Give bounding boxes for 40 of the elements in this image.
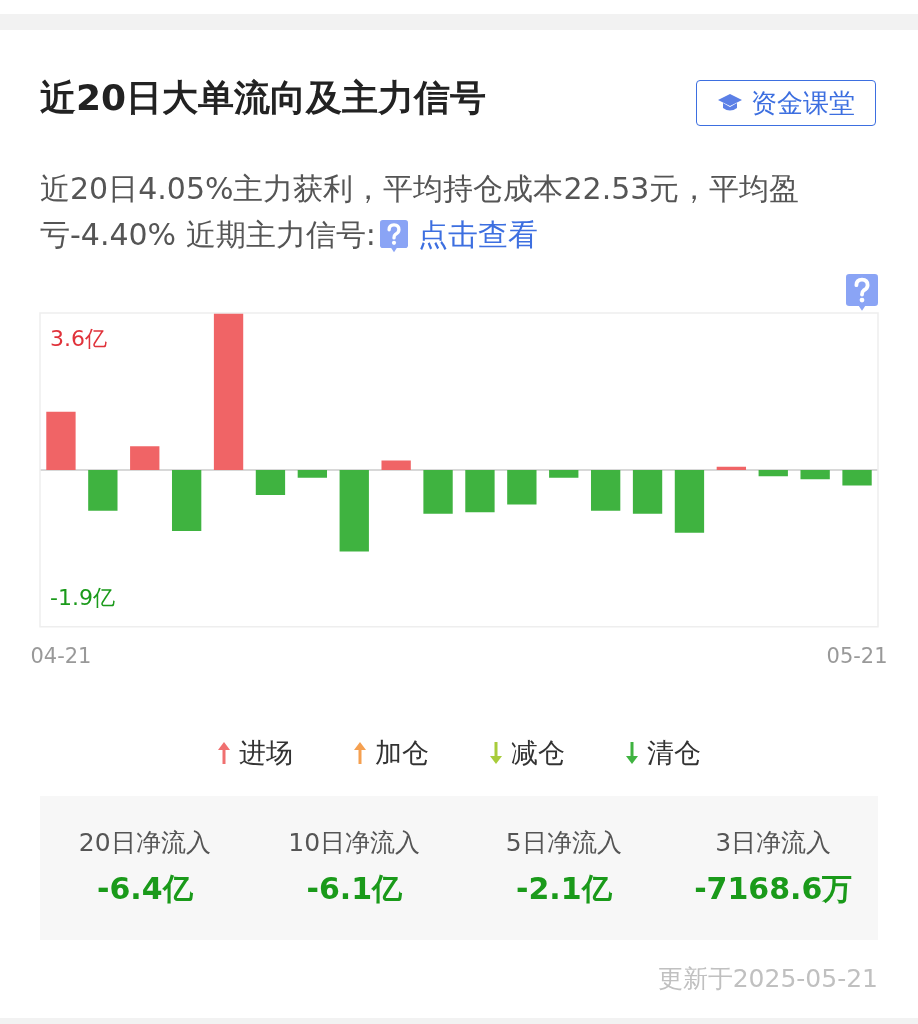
x-tick-label: 04-21 (30, 643, 92, 668)
text: 3日净流入 (714, 827, 833, 859)
bar (423, 469, 453, 514)
text: 资金课堂 (696, 80, 876, 126)
bar (590, 469, 621, 511)
text: 更新于2025-05-21 (657, 963, 878, 995)
bar (381, 460, 411, 470)
bar (339, 469, 369, 552)
text: -2.1亿 (514, 870, 613, 908)
text: 10日净流入 (287, 827, 422, 859)
text: 5日净流入 (504, 827, 623, 859)
annotation: 3.6亿 (50, 325, 107, 351)
text: 点击查看 (417, 217, 538, 252)
bar (297, 469, 328, 478)
text: -6.4亿 (95, 870, 194, 908)
bar (46, 411, 76, 470)
x-tick-label: 05-21 (826, 643, 888, 668)
bar (842, 469, 872, 486)
bar (549, 469, 579, 478)
bar (800, 469, 830, 480)
text: 进场 (238, 736, 293, 770)
text: 20日净流入 (77, 827, 212, 859)
bar (88, 469, 118, 511)
bar (255, 469, 286, 495)
text: 加仓 (374, 736, 429, 770)
text: -6.1亿 (305, 870, 404, 908)
bar (716, 466, 747, 470)
text: 减仓 (510, 736, 565, 770)
bar (674, 469, 705, 533)
text: 清仓 (646, 736, 701, 770)
bar (213, 313, 244, 470)
bar (507, 469, 537, 505)
bar (171, 469, 202, 532)
text: -1.9亿 (50, 584, 115, 610)
bar (632, 469, 663, 514)
bar (758, 469, 788, 477)
chart-title: 近20日大单流向及主力信号 (40, 76, 487, 120)
bar (465, 469, 495, 513)
bar (130, 446, 160, 470)
text: -7168.6万 (693, 870, 854, 908)
